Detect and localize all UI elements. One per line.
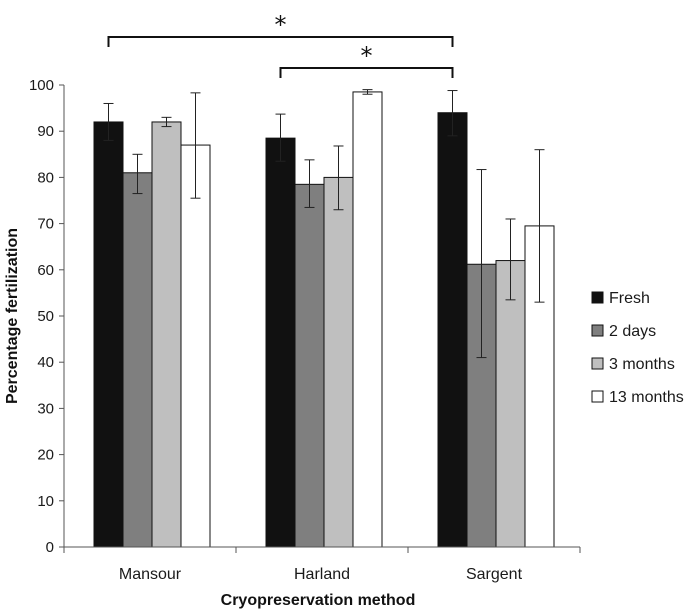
legend-label: 2 days (609, 323, 656, 340)
legend-swatch (591, 357, 604, 370)
bar-sargent-3-months (495, 260, 526, 548)
y-axis-title: Percentage fertilization (4, 228, 21, 404)
y-tick-label: 40 (37, 354, 54, 371)
y-tick-label: 80 (37, 169, 54, 186)
x-category-label: Sargent (466, 566, 523, 583)
y-tick-label: 30 (37, 400, 54, 417)
bar-harland-3-months (323, 176, 354, 548)
error-bars (103, 89, 545, 359)
legend-swatch (591, 390, 604, 403)
y-tick-label: 60 (37, 262, 54, 279)
y-tick-label: 100 (29, 77, 54, 94)
x-axis-labels: Mansour Harland Sargent (119, 566, 523, 583)
significance-bracket (107, 36, 454, 47)
significance-star: * (275, 11, 287, 39)
legend-label: 3 months (609, 356, 675, 373)
y-tick-label: 0 (46, 539, 54, 556)
bar-mansour-13-months (180, 144, 211, 548)
legend: Fresh 2 days 3 months 13 months (591, 290, 684, 406)
bars (93, 91, 555, 548)
legend-swatch (591, 324, 604, 337)
bar-harland-13-months (352, 91, 383, 548)
y-tick-label: 50 (37, 308, 54, 325)
x-category-label: Mansour (119, 566, 182, 583)
y-axis-ticks: 0 10 20 30 40 50 60 70 80 90 100 (29, 77, 64, 556)
legend-label: Fresh (609, 290, 650, 307)
axes (63, 85, 581, 553)
y-tick-label: 90 (37, 123, 54, 140)
significance-bracket (279, 67, 454, 78)
legend-label: 13 months (609, 389, 684, 406)
bar-mansour-3-months (151, 121, 182, 548)
significance-star: * (361, 42, 373, 70)
y-tick-label: 20 (37, 447, 54, 464)
bar-mansour-fresh (93, 121, 124, 548)
legend-swatch (591, 291, 604, 304)
bar-harland-fresh (265, 137, 296, 548)
y-tick-label: 10 (37, 493, 54, 510)
bar-harland-2-days (294, 183, 325, 548)
significance-brackets: ** (107, 11, 454, 78)
bar-mansour-2-days (122, 172, 153, 548)
y-tick-label: 70 (37, 216, 54, 233)
x-axis-title: Cryopreservation method (221, 592, 416, 609)
bar-sargent-fresh (437, 112, 468, 548)
x-category-label: Harland (294, 566, 350, 583)
